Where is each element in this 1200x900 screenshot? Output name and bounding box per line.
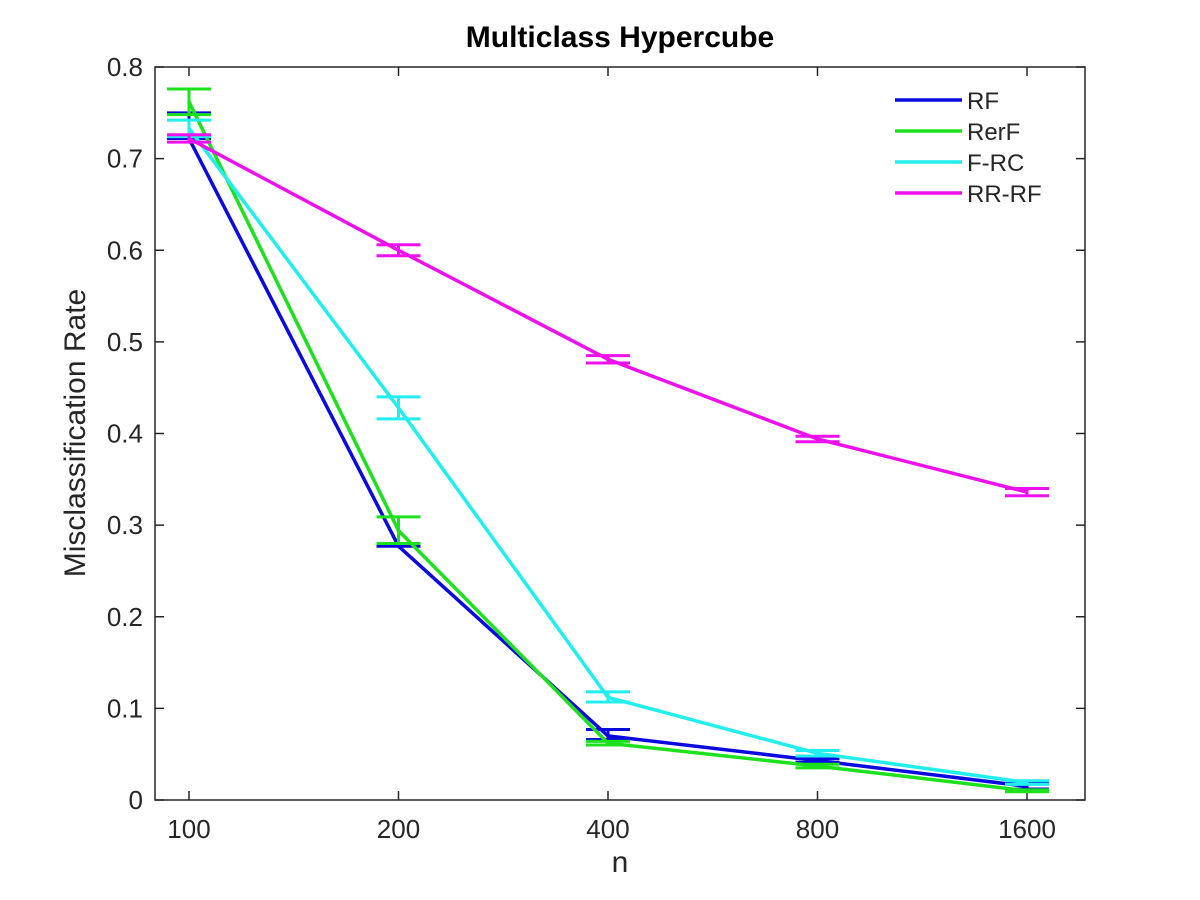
legend-label: RR-RF — [967, 181, 1042, 208]
series-rr-rf — [167, 133, 1049, 498]
legend-label: F-RC — [967, 150, 1024, 177]
y-tick-label: 0 — [129, 785, 143, 815]
plot-area: 0 0.1 0.2 0.3 0.4 0.5 0.6 0.7 0.8 100 200 400 800 160… — [107, 52, 1086, 844]
x-tick-label: 1600 — [998, 814, 1056, 844]
y-axis-label: Misclassification Rate — [59, 289, 92, 577]
y-tick-label: 0.5 — [107, 327, 143, 357]
x-axis-label: n — [612, 846, 629, 879]
legend-label: RF — [967, 88, 999, 115]
series-rerf — [167, 87, 1049, 794]
x-tick-label: 100 — [167, 814, 210, 844]
x-tick-label: 800 — [796, 814, 839, 844]
chart-title: Multiclass Hypercube — [466, 21, 774, 54]
y-tick-label: 0.8 — [107, 52, 143, 82]
y-tick-label: 0.2 — [107, 602, 143, 632]
series-line — [187, 127, 1028, 785]
series-line — [187, 137, 1028, 789]
x-tick-label: 400 — [586, 814, 629, 844]
y-tick-label: 0.4 — [107, 419, 143, 449]
series-rf — [167, 111, 1049, 791]
y-tick-label: 0.3 — [107, 510, 143, 540]
x-tick-label: 200 — [377, 814, 420, 844]
y-tick-label: 0.7 — [107, 144, 143, 174]
legend-label: RerF — [967, 119, 1020, 146]
y-tick-label: 0.6 — [107, 235, 143, 265]
y-tick-label: 0.1 — [107, 693, 143, 723]
axes-box — [154, 66, 1086, 801]
legend: RF RerF F-RC RR-RF — [895, 88, 1042, 208]
series-f-rc — [167, 118, 1049, 786]
